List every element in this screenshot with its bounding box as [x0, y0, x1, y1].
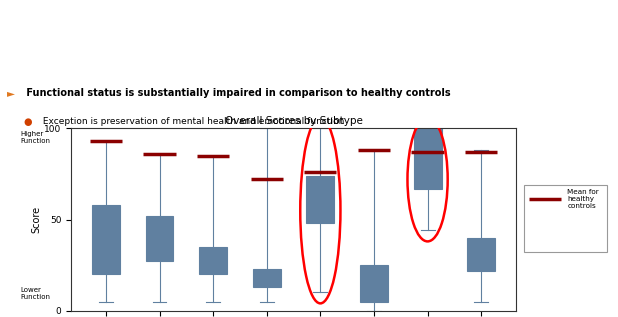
Text: ●: ●: [23, 117, 32, 127]
Text: Higher
Function: Higher Function: [20, 131, 50, 144]
Text: Severity Differs and Affects Functional Status: Severity Differs and Affects Functional …: [137, 57, 481, 70]
PathPatch shape: [199, 247, 227, 274]
PathPatch shape: [92, 205, 120, 274]
Y-axis label: Score: Score: [32, 206, 41, 233]
Text: Functional status is substantially impaired in comparison to healthy controls: Functional status is substantially impai…: [23, 88, 451, 98]
PathPatch shape: [467, 238, 495, 271]
PathPatch shape: [253, 269, 281, 287]
Text: For Many Patients, Similar Symptoms But: For Many Patients, Similar Symptoms But: [153, 27, 465, 40]
Title: Overall Scores by Subtype: Overall Scores by Subtype: [224, 116, 363, 126]
PathPatch shape: [146, 216, 174, 262]
PathPatch shape: [413, 128, 441, 189]
FancyBboxPatch shape: [524, 185, 607, 252]
Text: ►: ►: [7, 88, 15, 98]
Text: Exception is preservation of mental health and emotional function: Exception is preservation of mental heal…: [40, 117, 345, 126]
Text: Lower
Function: Lower Function: [20, 287, 50, 300]
PathPatch shape: [307, 176, 334, 223]
Text: Mean for
healthy
controls: Mean for healthy controls: [567, 189, 599, 209]
PathPatch shape: [360, 265, 388, 301]
